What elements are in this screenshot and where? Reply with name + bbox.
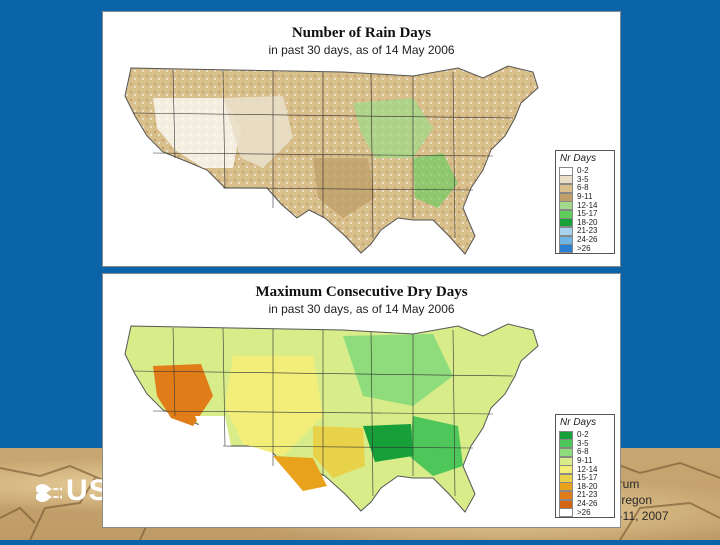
legend-item: 6-8 (556, 447, 614, 457)
legend-swatch (559, 465, 573, 475)
legend-swatch (559, 235, 573, 245)
legend-label: 6-8 (577, 183, 589, 193)
legend-label: 0-2 (577, 166, 589, 176)
legend-label: >26 (577, 243, 591, 253)
legend-item: 24-26 (556, 499, 614, 509)
legend-swatch (559, 508, 573, 518)
legend-item: 21-23 (556, 226, 614, 236)
legend-swatch (559, 192, 573, 202)
legend-label: 6-8 (577, 447, 589, 457)
legend-item: 3-5 (556, 174, 614, 185)
footer-line: orum (612, 477, 640, 491)
legend-item: 18-20 (556, 481, 614, 492)
legend-label: 12-14 (577, 464, 598, 474)
legend-item: >26 (556, 243, 614, 254)
map-legend: Nr Days 0-2 3-5 6-8 9-11 12-14 15-17 18-20 21-2… (555, 414, 615, 518)
legend-swatch (559, 499, 573, 509)
legend-item: >26 (556, 507, 614, 518)
legend-swatch (559, 482, 573, 492)
legend-label: 15-17 (577, 209, 598, 219)
legend-item: 6-8 (556, 183, 614, 193)
legend-item: 9-11 (556, 456, 614, 466)
map-legend: Nr Days 0-2 3-5 6-8 9-11 12-14 15-17 18-20 21-2… (555, 150, 615, 254)
legend-item: 9-11 (556, 192, 614, 202)
legend-item: 21-23 (556, 490, 614, 500)
legend-swatch (559, 175, 573, 185)
legend-item: 12-14 (556, 464, 614, 475)
legend-label: 24-26 (577, 235, 598, 245)
legend-item: 24-26 (556, 235, 614, 245)
legend-title: Nr Days (560, 417, 597, 428)
map-title: Number of Rain Days (291, 25, 432, 41)
legend-swatch (559, 201, 573, 211)
usgs-wave-icon (36, 484, 62, 503)
legend-label: 9-11 (577, 192, 593, 202)
legend-swatch (559, 166, 573, 176)
rain-days-map-panel: Number of Rain Days in past 30 days, as … (102, 11, 621, 267)
legend-swatch (559, 430, 573, 440)
legend-label: 18-20 (577, 217, 598, 227)
legend-swatch (559, 447, 573, 457)
dry-days-map-panel: Maximum Consecutive Dry Days in past 30 … (102, 273, 621, 528)
legend-swatch (559, 456, 573, 466)
legend-item: 15-17 (556, 473, 614, 483)
legend-label: 21-23 (577, 226, 598, 236)
legend-swatch (559, 226, 573, 236)
legend-rows: 0-2 3-5 6-8 9-11 12-14 15-17 18-20 21-23 24-26 >2… (556, 430, 614, 518)
legend-label: 15-17 (577, 473, 598, 483)
legend-swatch (559, 490, 573, 500)
footer-line: 0-11, 2007 (612, 509, 669, 523)
legend-label: 9-11 (577, 456, 593, 466)
legend-title: Nr Days (560, 153, 597, 164)
legend-item: 0-2 (556, 166, 614, 176)
map-subtitle: in past 30 days, as of 14 May 2006 (268, 43, 455, 57)
legend-swatch (559, 183, 573, 193)
legend-swatch (559, 209, 573, 219)
legend-swatch (559, 218, 573, 228)
legend-swatch (559, 439, 573, 449)
legend-label: 18-20 (577, 481, 598, 491)
footer-line: Oregon (612, 493, 653, 507)
legend-label: 21-23 (577, 490, 598, 500)
legend-label: 12-14 (577, 200, 598, 210)
legend-label: 24-26 (577, 499, 598, 509)
rain-days-map (124, 65, 539, 255)
map-title: Maximum Consecutive Dry Days (255, 284, 468, 300)
legend-item: 12-14 (556, 200, 614, 211)
map-subtitle: in past 30 days, as of 14 May 2006 (268, 302, 455, 316)
dry-days-map (124, 323, 539, 513)
legend-label: 3-5 (577, 438, 589, 448)
legend-label: 0-2 (577, 430, 589, 440)
footer-text: orum Oregon 0-11, 2007 (612, 476, 720, 524)
legend-item: 3-5 (556, 438, 614, 449)
legend-item: 18-20 (556, 217, 614, 228)
legend-swatch (559, 473, 573, 483)
legend-label: 3-5 (577, 174, 589, 184)
legend-item: 0-2 (556, 430, 614, 440)
legend-label: >26 (577, 507, 591, 517)
legend-rows: 0-2 3-5 6-8 9-11 12-14 15-17 18-20 21-23 24-26 >2… (556, 166, 614, 254)
legend-item: 15-17 (556, 209, 614, 219)
legend-swatch (559, 244, 573, 254)
